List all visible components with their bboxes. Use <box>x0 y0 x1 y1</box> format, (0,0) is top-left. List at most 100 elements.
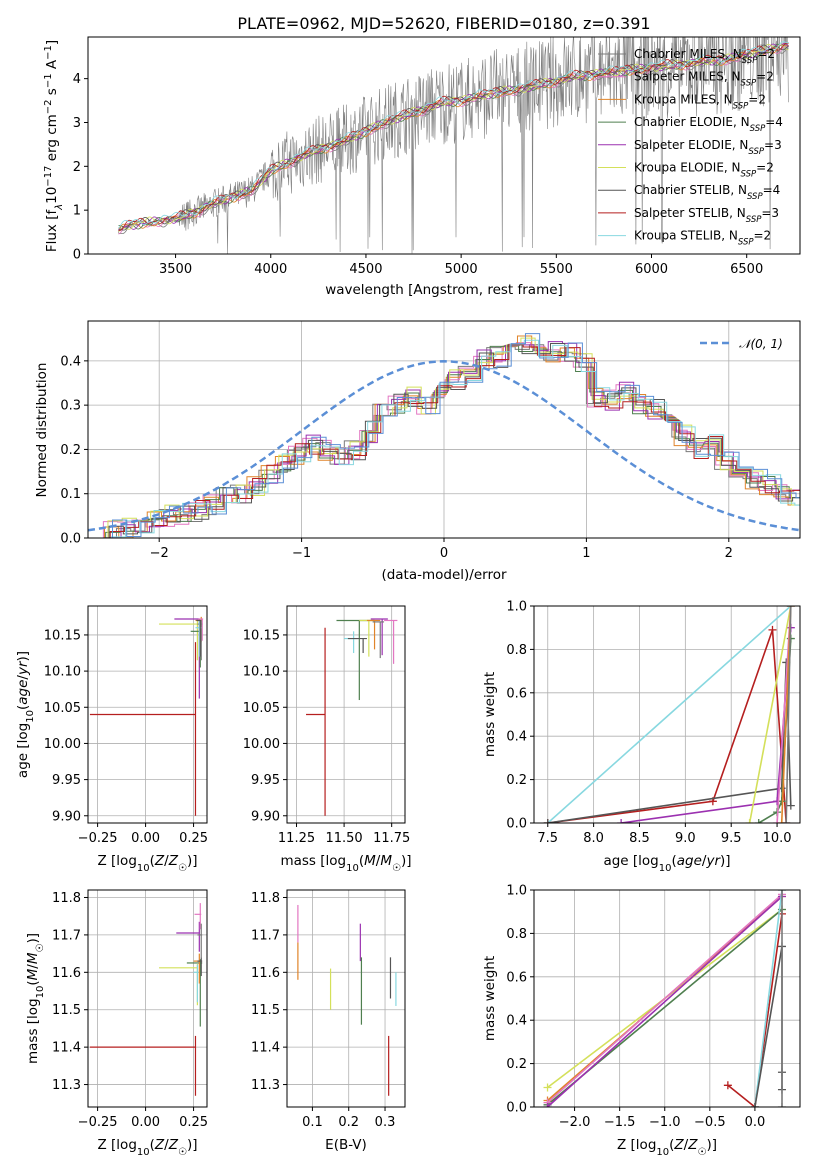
legend-label: Kroupa STELIB, NSSP=2 <box>634 229 771 248</box>
y-tick-label: 10.05 <box>44 701 81 716</box>
y-tick-label: 1.0 <box>506 600 527 615</box>
x-tick-label: 5500 <box>540 262 573 277</box>
series-marker <box>543 819 552 823</box>
x-axis-label: wavelength [Angstrom, rest frame] <box>325 282 563 298</box>
x-tick-label: 0.00 <box>131 1115 160 1130</box>
x-tick-label: 3500 <box>159 262 192 277</box>
y-tick-label: 0.8 <box>506 643 527 658</box>
x-tick-label: 0.25 <box>179 831 208 846</box>
x-tick-label: −1 <box>292 546 311 561</box>
model-line-kroupa-stelib <box>118 41 789 229</box>
y-tick-label: 10.15 <box>44 628 81 643</box>
y-tick-label: 11.6 <box>251 966 280 981</box>
y-axis-label: mass weight <box>482 956 498 1041</box>
y-axis-label: mass [log10(M/M☉)] <box>25 933 46 1064</box>
histogram-kroupa-miles <box>90 335 800 538</box>
y-tick-label: 11.5 <box>52 1003 81 1018</box>
legend-label: Salpeter STELIB, NSSP=3 <box>634 206 779 225</box>
y-tick-label: 0.6 <box>506 686 527 701</box>
y-tick-label: 11.4 <box>251 1041 280 1056</box>
axes-frame <box>286 889 406 1108</box>
series-marker <box>723 1081 732 1090</box>
x-tick-label: 0.25 <box>179 1115 208 1130</box>
x-tick-label: 4500 <box>349 262 382 277</box>
error-bars <box>306 618 398 816</box>
series-marker <box>543 1083 552 1092</box>
legend-label: Chabrier STELIB, NSSP=4 <box>634 183 780 202</box>
series-line-kroupa-stelib <box>547 606 792 823</box>
x-tick-label: 9.5 <box>721 831 742 846</box>
y-tick-label: 0.2 <box>506 773 527 788</box>
x-tick-label: −1.5 <box>604 1115 636 1130</box>
x-tick-label: −0.25 <box>78 1115 118 1130</box>
x-tick-label: 7.5 <box>537 831 558 846</box>
x-tick-label: 11.25 <box>278 831 315 846</box>
x-tick-label: 2 <box>725 546 733 561</box>
y-tick-label: 10.00 <box>44 737 81 752</box>
series-marker <box>617 819 626 823</box>
series-marker <box>745 819 754 823</box>
error-bars <box>297 904 397 1096</box>
gaussian-curve <box>88 360 800 532</box>
model-line-kroupa-miles <box>118 44 789 231</box>
y-tick-label: 0.3 <box>60 399 81 414</box>
histograms <box>88 333 800 538</box>
mass-vs-z-panel: −0.25 0.00 0.25 11.3 11.4 11.5 11.6 11.7 11.8 Z [… <box>25 889 208 1158</box>
y-tick-label: 2 <box>73 160 81 175</box>
axes-frame <box>87 36 801 255</box>
y-tick-label: 1.0 <box>506 884 527 899</box>
age-vs-mass-panel: 11.25 11.50 11.75 9.90 9.95 10.00 10.05 10.10 10… <box>243 605 412 874</box>
x-tick-label: −2.0 <box>559 1115 591 1130</box>
legend-label: Salpeter MILES, NSSP=2 <box>634 70 774 89</box>
series-line-salpeter-stelib <box>727 913 783 1107</box>
axes-frame <box>286 605 406 824</box>
y-tick-label: 11.4 <box>52 1041 81 1056</box>
x-tick-label: 10.0 <box>763 831 792 846</box>
histogram-chabrier-elodie <box>91 345 800 538</box>
x-tick-label: 8.5 <box>629 831 650 846</box>
legend-label: Kroupa MILES, NSSP=2 <box>634 92 766 111</box>
y-tick-label: 0.0 <box>60 532 81 547</box>
y-tick-label: 0.2 <box>506 1057 527 1072</box>
x-tick-label: 0.00 <box>131 831 160 846</box>
spectrum-lines <box>118 37 789 254</box>
histogram-gaussian <box>98 333 800 538</box>
x-tick-label: 0 <box>440 546 448 561</box>
y-tick-label: 10.10 <box>243 665 280 680</box>
x-tick-label: 8.0 <box>583 831 604 846</box>
y-axis-label: Normed distribution <box>34 363 50 498</box>
mass-vs-ebv-panel: 0.1 0.2 0.3 11.3 11.4 11.5 11.6 11.7 11.8 E(B-V) <box>251 889 406 1153</box>
y-tick-label: 11.3 <box>251 1078 280 1093</box>
series-marker <box>786 801 795 810</box>
series-marker <box>754 819 763 823</box>
y-tick-label: 0.4 <box>506 730 527 745</box>
x-tick-label: 1 <box>582 546 590 561</box>
series-line-salpeter-elodie <box>620 627 792 823</box>
series-line-chabrier-stelib <box>754 946 783 1107</box>
series-line-salpeter-elodie <box>546 895 783 1107</box>
y-tick-label: 11.8 <box>52 891 81 906</box>
x-axis-label: mass [log10(M/M☉)] <box>280 853 411 874</box>
histogram-salpeter-stelib <box>95 343 800 538</box>
age-vs-z-panel: −0.25 0.00 0.25 9.90 9.95 10.00 10.05 10.10 10.1… <box>15 605 208 874</box>
axes-frame <box>533 889 801 1108</box>
x-tick-label: 0.2 <box>338 1115 359 1130</box>
y-axis-label: Flux [fλ10−17 erg cm−2 s−1 A−1] <box>43 40 65 252</box>
series-marker <box>768 625 777 634</box>
x-tick-label: 11.50 <box>325 831 362 846</box>
spectrum-legend: Chabrier MILES, NSSP=2 Salpeter MILES, NS… <box>598 47 783 248</box>
y-tick-label: 0.4 <box>60 354 81 369</box>
series-line-kroupa-elodie <box>748 606 792 823</box>
y-tick-label: 9.95 <box>52 773 81 788</box>
x-tick-label: −0.5 <box>694 1115 726 1130</box>
x-axis-label: Z [log10(Z/Z☉)] <box>98 1137 198 1158</box>
series-line-chabrier-miles <box>785 606 792 823</box>
x-tick-label: 5000 <box>445 262 478 277</box>
spectrum-panel: 3500 4000 4500 5000 5500 6000 6500 0 1 2 3 4 Chabrie… <box>43 36 801 298</box>
series <box>543 606 795 823</box>
y-tick-label: 11.6 <box>52 966 81 981</box>
series-line-salpeter-miles <box>546 893 783 1104</box>
model-line-salpeter-elodie <box>118 42 789 231</box>
y-tick-label: 10.00 <box>243 737 280 752</box>
